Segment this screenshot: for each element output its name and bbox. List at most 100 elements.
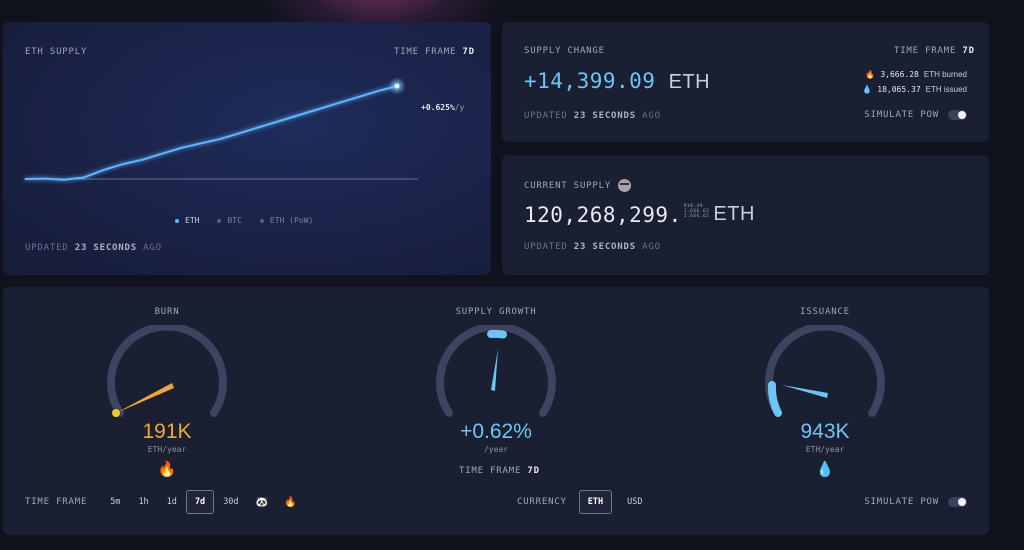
droplet-icon: 💧 [815,460,835,478]
series-point-eth [220,138,222,140]
fire-icon: 🔥 [157,460,177,478]
legend-item-btc[interactable]: BTC [217,216,242,225]
supply-change-amount: +14,399.09 [524,69,656,93]
series-point-eth [394,83,400,89]
burn-gauge-dial [107,325,227,417]
supply-growth-value: +0.62% [460,420,532,443]
supply-change-timeframe-value: 7d [962,46,975,56]
simulate-pow-toggle[interactable] [948,110,967,120]
series-point-eth [357,96,359,98]
burn-gauge-marker [112,409,120,417]
supply-growth-unit: /year [483,445,509,454]
current-supply-unit: ETH [713,203,755,225]
supply-growth-timeframe-label: TIME FRAME [459,466,522,476]
issuance-gauge-unit: ETH/year [805,445,845,454]
updated-value: 23 SECONDS [573,242,636,252]
eth-supply-title: ETH SUPPLY [25,47,88,57]
supply-growth-arc [487,329,507,339]
growth-rate-label: +0.625%/y [421,103,464,112]
chart-timeframe-value: 7d [462,47,475,57]
updated-prefix: UPDATED [524,242,568,252]
fire-icon: 🔥 [865,70,876,79]
timeframe-1h[interactable]: 1h [138,497,149,507]
series-point-eth [102,169,104,171]
updated-prefix: UPDATED [25,243,69,253]
droplet-icon: 💧 [862,85,873,94]
issued-unit: ETH issued [925,85,967,94]
chart-timeframe: TIME FRAME 7d [394,47,475,57]
series-point-eth [337,102,339,104]
supply-change-unit: ETH [668,71,711,93]
chart-timeframe-label: TIME FRAME [394,47,457,57]
timeframe-1d[interactable]: 1d [166,497,177,507]
issuance-gauge-arc [767,381,782,417]
series-point-eth [122,163,124,165]
series-point-eth [43,177,46,180]
supply-change-value: +14,399.09 ETH [524,69,710,94]
simulate-pow-row: SIMULATE PoW [864,497,967,507]
current-supply-card: CURRENT SUPPLY 120,268,299. 910.49 1,666… [502,155,989,275]
bat-flame-icon[interactable]: 🔥 [284,496,297,508]
legend-label-eth-pow: ETH (PoW) [269,216,314,225]
issuance-gauge-value: 943K [800,420,850,443]
series-point-eth [161,153,163,155]
growth-rate-value: +0.625% [421,103,455,112]
burned-value: 3,666.28 [880,70,919,79]
series-point-eth [298,114,300,116]
current-supply-updated: UPDATED 23 SECONDS AGO [524,242,661,252]
supply-growth-title: SUPPLY GROWTH [455,307,537,317]
supply-change-updated: UPDATED 23 SECONDS AGO [524,111,661,121]
series-point-eth [259,126,261,128]
series-point-eth [318,108,320,110]
series-point-eth [24,178,26,180]
supply-decimals: 910.49 1,666.62 1,666.62 [684,204,710,219]
simulate-pow-row: SIMULATE PoW [864,110,967,120]
chart-updated: UPDATED 23 SECONDS AGO [25,243,162,253]
series-point-eth [200,142,202,144]
timeframe-7d[interactable]: 7d [185,490,215,514]
burned-row: 🔥 3,666.28 ETH burned [865,70,967,79]
series-point-eth [141,159,144,161]
current-supply-amount: 120,268,299. [524,203,682,227]
updated-suffix: AGO [143,243,162,253]
issuance-gauge-needle [782,385,828,398]
legend-dot-eth [175,218,179,223]
currency-selector: CURRENCY ETH USD [517,490,651,514]
legend-item-eth-pow[interactable]: ETH (PoW) [259,216,314,225]
series-point-eth [63,179,65,181]
nerd-face-icon[interactable] [618,179,632,192]
updated-suffix: AGO [642,111,661,121]
decimal-digit: 910.49 [683,204,703,209]
legend-label-btc: BTC [227,216,242,225]
supply-growth-dial [436,325,556,417]
simulate-pow-label: SIMULATE PoW [864,110,939,120]
issuance-gauge-title: ISSUANCE [800,307,850,317]
burn-gauge-value: 191K [142,420,192,443]
decimal-digit: 1,666.62 [683,214,710,219]
supply-change-timeframe: TIME FRAME 7d [894,46,975,56]
current-supply-title: CURRENT SUPPLY [524,179,632,192]
decimal-digit: 1,666.62 [683,209,710,214]
timeframe-5m[interactable]: 5m [110,497,121,507]
currency-eth[interactable]: ETH [578,490,613,514]
legend-dot-btc [217,218,222,223]
current-supply-value: 120,268,299. 910.49 1,666.62 1,666.62 ET… [524,203,755,227]
burn-gauge-needle [116,383,174,413]
burn-gauge-title: BURN [154,307,180,317]
issuance-gauge-dial [765,325,885,417]
currency-usd[interactable]: USD [627,497,643,507]
eth-supply-card: ETH SUPPLY TIME FRAME 7d +0.625%/y ETH B… [3,22,491,275]
legend-label-eth: ETH [185,216,200,225]
timeframe-30d[interactable]: 30d [223,497,239,507]
simulate-pow-toggle[interactable] [948,497,967,507]
supply-change-timeframe-label: TIME FRAME [894,46,957,56]
panda-icon[interactable]: 🐼 [255,496,268,508]
supply-growth-needle [491,349,498,391]
timeframe-selector: TIME FRAME 5m 1h 1d 7d 30d 🐼 🔥 [25,490,304,514]
burned-unit: ETH burned [923,70,967,79]
growth-rate-unit: /y [454,103,465,112]
series-point-eth [83,176,85,179]
issued-row: 💧 18,065.37 ETH issued [862,85,967,94]
legend-item-eth[interactable]: ETH [175,216,199,225]
timeframe-selector-label: TIME FRAME [25,497,88,507]
